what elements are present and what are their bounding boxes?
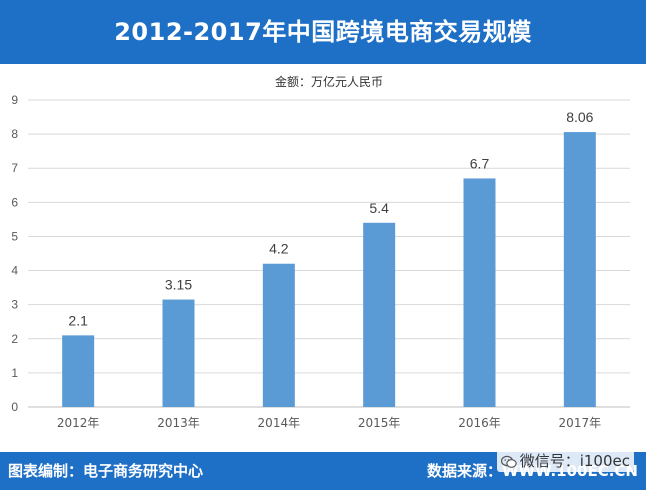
data-label: 6.7 [470, 155, 490, 171]
wechat-id: 微信号：i100ec [519, 452, 630, 470]
unit-label: 金额：万亿元人民币 [275, 74, 383, 89]
y-tick-label: 3 [11, 298, 18, 312]
x-tick-label: 2016年 [458, 416, 501, 430]
y-tick-label: 4 [11, 264, 18, 278]
data-label: 5.4 [369, 200, 389, 216]
data-label: 2.1 [68, 312, 88, 328]
x-tick-label: 2014年 [258, 416, 301, 430]
bar-chart: 金额：万亿元人民币 0 1 2 3 4 5 6 7 8 9 2.1 2012年 3.15 2013年 4.2 2… [11, 74, 630, 430]
x-tick-label: 2017年 [559, 416, 602, 430]
y-tick-label: 1 [11, 366, 18, 380]
x-tick-label: 2012年 [57, 416, 100, 430]
bar [162, 299, 195, 407]
data-label: 8.06 [566, 109, 593, 125]
x-tick-label: 2013年 [157, 416, 200, 430]
bar [262, 263, 295, 407]
bar [62, 335, 95, 407]
y-tick-label: 8 [11, 127, 18, 141]
y-tick-label: 9 [11, 93, 18, 107]
y-tick-label: 2 [11, 332, 18, 346]
y-tick-label: 0 [11, 400, 18, 414]
y-tick-label: 6 [11, 195, 18, 209]
chart-credit: 图表编制：电子商务研究中心 [8, 462, 204, 480]
bar [563, 132, 596, 407]
x-tick-label: 2015年 [358, 416, 401, 430]
bar [463, 178, 496, 407]
bar [363, 222, 396, 407]
chart-area: 金额：万亿元人民币 0 1 2 3 4 5 6 7 8 9 2.1 2012年 3.15 2013年 4.2 2… [0, 64, 646, 452]
chart-title: 2012-2017年中国跨境电商交易规模 [114, 18, 532, 46]
data-label: 3.15 [165, 277, 192, 293]
y-tick-label: 5 [11, 229, 18, 243]
title-banner: 2012-2017年中国跨境电商交易规模 [0, 0, 646, 64]
wechat-icon [500, 455, 517, 468]
y-tick-label: 7 [11, 161, 18, 175]
data-label: 4.2 [269, 241, 289, 257]
wechat-watermark: 微信号：i100ec [496, 450, 634, 472]
